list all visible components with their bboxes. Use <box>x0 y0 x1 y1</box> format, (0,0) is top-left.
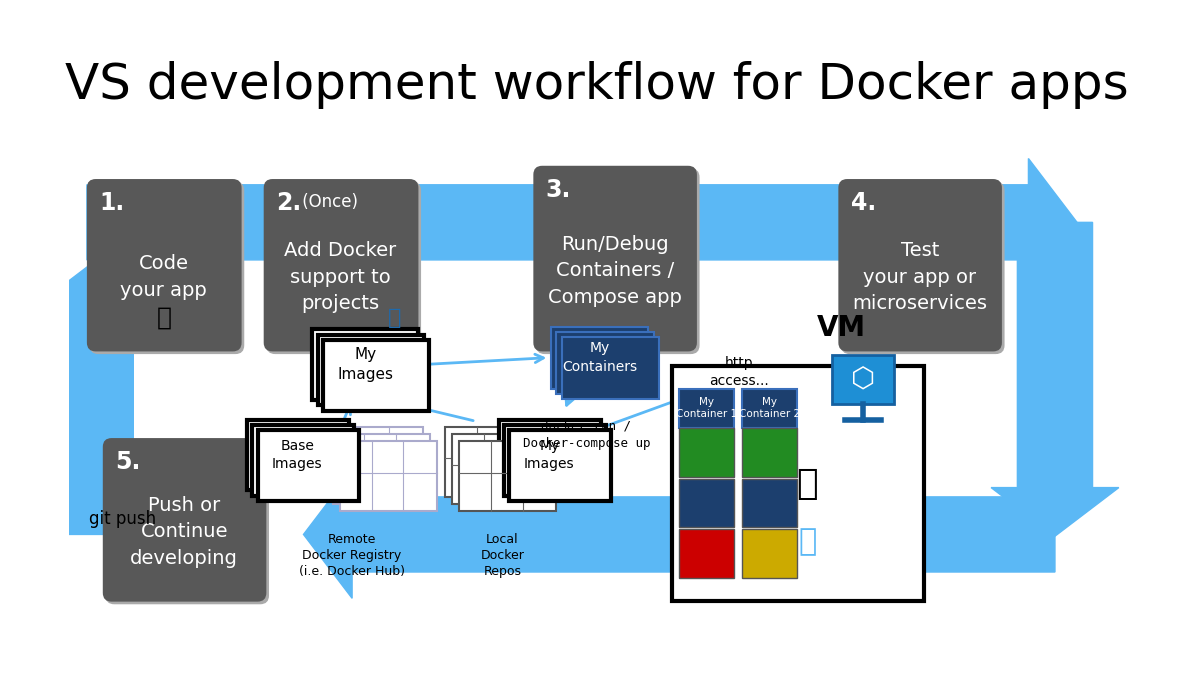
Bar <box>550 327 648 388</box>
Text: Local
Docker
Repos: Local Docker Repos <box>480 532 524 578</box>
Text: 🐳: 🐳 <box>388 308 401 328</box>
FancyBboxPatch shape <box>841 182 1004 354</box>
Bar <box>832 355 894 405</box>
Bar <box>326 426 423 497</box>
Text: (Once): (Once) <box>297 194 358 211</box>
Text: docker run /
Docker-compose up: docker run / Docker-compose up <box>523 420 651 449</box>
FancyBboxPatch shape <box>264 179 418 352</box>
Text: Push or
Continue
developing: Push or Continue developing <box>130 496 238 568</box>
Text: My
Containers: My Containers <box>562 342 638 374</box>
FancyBboxPatch shape <box>266 182 421 354</box>
Text: Remote
Docker Registry
(i.e. Docker Hub): Remote Docker Registry (i.e. Docker Hub) <box>300 532 405 578</box>
Text: My
Container 2: My Container 2 <box>739 397 800 419</box>
Bar <box>679 388 734 428</box>
Bar <box>318 335 424 405</box>
Bar <box>679 529 734 578</box>
Bar <box>561 337 659 399</box>
Bar <box>741 428 796 477</box>
FancyArrow shape <box>87 158 1077 287</box>
FancyBboxPatch shape <box>536 168 700 354</box>
FancyBboxPatch shape <box>838 179 1002 352</box>
FancyBboxPatch shape <box>105 441 269 604</box>
FancyBboxPatch shape <box>103 438 266 602</box>
Bar <box>322 340 429 411</box>
Bar <box>741 388 796 428</box>
Bar <box>258 430 359 501</box>
Bar <box>679 428 734 477</box>
Bar <box>340 441 437 511</box>
Text: http
access...: http access... <box>709 356 769 388</box>
Bar <box>556 332 653 394</box>
Bar <box>672 367 924 601</box>
Text: VM: VM <box>817 314 866 342</box>
Text: git push: git push <box>88 511 155 528</box>
FancyArrow shape <box>991 222 1119 536</box>
Text: 3.: 3. <box>546 178 571 202</box>
Bar <box>247 420 349 490</box>
Bar <box>741 529 796 578</box>
Bar <box>445 426 542 497</box>
Text: 1.: 1. <box>99 191 124 215</box>
Text: My
Images: My Images <box>338 347 393 382</box>
Bar <box>252 425 353 496</box>
FancyBboxPatch shape <box>90 182 245 354</box>
Text: My
Images: My Images <box>524 439 574 471</box>
Text: VS development workflow for Docker apps: VS development workflow for Docker apps <box>66 61 1128 109</box>
Bar <box>313 329 418 400</box>
Text: 2.: 2. <box>276 191 301 215</box>
Text: Base
Images: Base Images <box>272 439 322 471</box>
Text: 4.: 4. <box>851 191 876 215</box>
FancyArrow shape <box>303 471 1055 598</box>
Bar <box>741 479 796 528</box>
Bar <box>504 425 605 496</box>
Text: 5.: 5. <box>115 450 141 475</box>
Text: Add Docker
support to
projects: Add Docker support to projects <box>284 241 396 313</box>
Bar <box>679 479 734 528</box>
Bar <box>333 434 430 504</box>
FancyBboxPatch shape <box>87 179 241 352</box>
Bar <box>499 420 601 490</box>
FancyBboxPatch shape <box>534 166 697 352</box>
Text: My
Container 1: My Container 1 <box>676 397 737 419</box>
Bar <box>510 430 611 501</box>
Text: 📄: 📄 <box>156 306 171 330</box>
FancyArrow shape <box>32 260 160 534</box>
Text: 🐧: 🐧 <box>796 467 818 501</box>
Text: Code
your app: Code your app <box>121 255 208 300</box>
Text: 🐳: 🐳 <box>799 527 817 556</box>
Text: Test
your app or
microservices: Test your app or microservices <box>853 241 987 313</box>
Bar <box>453 434 549 504</box>
Text: Run/Debug
Containers /
Compose app: Run/Debug Containers / Compose app <box>548 235 682 307</box>
Bar <box>458 441 556 511</box>
Text: ⬡: ⬡ <box>851 366 875 394</box>
